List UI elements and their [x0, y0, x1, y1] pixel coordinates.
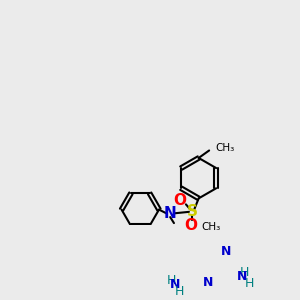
Text: N: N [236, 270, 247, 283]
Text: O: O [184, 218, 197, 233]
Text: O: O [173, 193, 186, 208]
Text: S: S [187, 204, 198, 219]
Text: N: N [170, 278, 180, 291]
Text: N: N [164, 206, 177, 221]
Text: CH₃: CH₃ [201, 222, 220, 232]
Text: H: H [240, 266, 249, 279]
Text: H: H [175, 285, 184, 298]
Text: H: H [244, 277, 254, 290]
Text: H: H [167, 274, 176, 287]
Text: N: N [221, 245, 231, 258]
Text: CH₃: CH₃ [215, 143, 234, 153]
Text: N: N [203, 276, 214, 289]
